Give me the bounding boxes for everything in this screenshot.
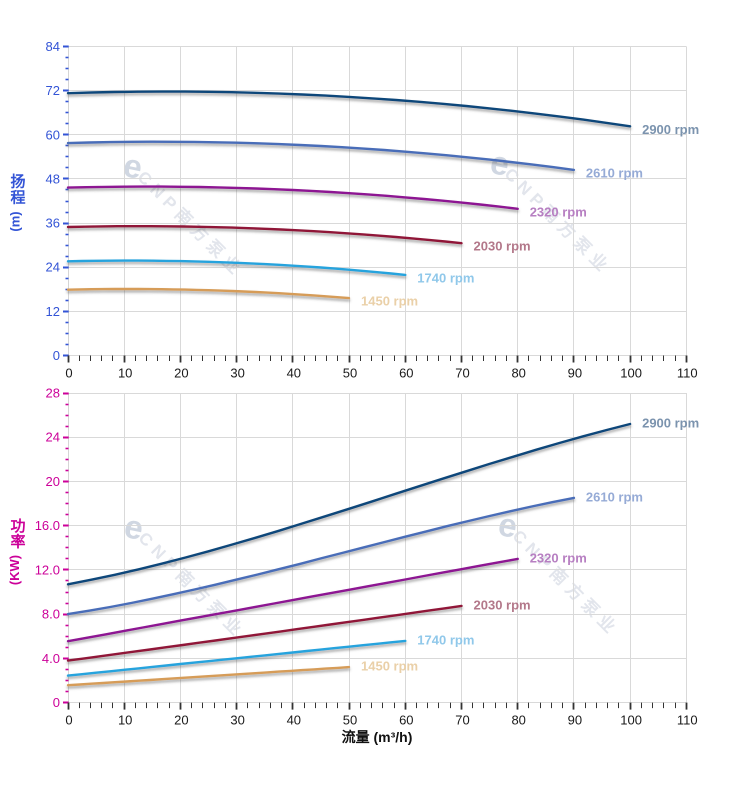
svg-text:80: 80: [511, 713, 525, 728]
svg-text:0: 0: [65, 366, 72, 381]
svg-text:50: 50: [343, 713, 357, 728]
svg-text:12: 12: [46, 304, 60, 319]
svg-text:2610 rpm: 2610 rpm: [586, 165, 643, 180]
svg-text:2900 rpm: 2900 rpm: [642, 122, 699, 137]
svg-text:60: 60: [399, 366, 413, 381]
svg-text:0: 0: [53, 348, 60, 363]
svg-text:程: 程: [10, 190, 25, 207]
svg-text:扬: 扬: [10, 173, 25, 191]
svg-text:72: 72: [46, 83, 60, 98]
svg-text:(KW): (KW): [7, 555, 22, 585]
svg-text:(m): (m): [8, 211, 23, 231]
svg-text:2610 rpm: 2610 rpm: [586, 489, 643, 504]
svg-text:功: 功: [10, 518, 25, 535]
svg-text:24: 24: [46, 260, 60, 275]
svg-text:36: 36: [46, 216, 60, 231]
svg-text:16.0: 16.0: [35, 518, 60, 533]
svg-text:84: 84: [46, 39, 60, 54]
svg-text:40: 40: [287, 713, 301, 728]
svg-text:20: 20: [46, 474, 60, 489]
svg-text:90: 90: [568, 713, 582, 728]
svg-text:2900 rpm: 2900 rpm: [642, 416, 699, 431]
svg-text:1740 rpm: 1740 rpm: [417, 632, 474, 647]
svg-text:1740 rpm: 1740 rpm: [417, 270, 474, 285]
svg-text:24: 24: [46, 430, 60, 445]
svg-text:48: 48: [46, 171, 60, 186]
svg-text:90: 90: [568, 366, 582, 381]
svg-text:12.0: 12.0: [35, 562, 60, 577]
svg-text:100: 100: [620, 366, 642, 381]
svg-text:70: 70: [455, 713, 469, 728]
svg-text:1450 rpm: 1450 rpm: [361, 294, 418, 309]
svg-text:4.0: 4.0: [42, 651, 60, 666]
svg-text:0: 0: [65, 713, 72, 728]
svg-text:30: 30: [230, 366, 244, 381]
svg-text:40: 40: [287, 366, 301, 381]
svg-text:2030 rpm: 2030 rpm: [474, 597, 531, 612]
svg-text:30: 30: [230, 713, 244, 728]
svg-text:60: 60: [46, 127, 60, 142]
svg-text:20: 20: [174, 713, 188, 728]
svg-text:2320 rpm: 2320 rpm: [530, 550, 587, 565]
svg-text:2030 rpm: 2030 rpm: [474, 239, 531, 254]
svg-text:20: 20: [174, 366, 188, 381]
svg-text:60: 60: [399, 713, 413, 728]
svg-text:70: 70: [455, 366, 469, 381]
svg-text:2320 rpm: 2320 rpm: [530, 204, 587, 219]
svg-text:110: 110: [677, 366, 698, 381]
svg-text:0: 0: [53, 695, 60, 710]
svg-text:28: 28: [46, 386, 60, 401]
svg-text:100: 100: [620, 713, 642, 728]
svg-text:率: 率: [10, 533, 25, 551]
svg-text:80: 80: [511, 366, 525, 381]
svg-text:50: 50: [343, 366, 357, 381]
svg-text:10: 10: [118, 366, 132, 381]
svg-text:1450 rpm: 1450 rpm: [361, 659, 418, 674]
svg-text:8.0: 8.0: [42, 607, 60, 622]
svg-text:110: 110: [677, 713, 698, 728]
svg-text:流量 (m³/h): 流量 (m³/h): [342, 729, 413, 745]
svg-text:10: 10: [118, 713, 132, 728]
